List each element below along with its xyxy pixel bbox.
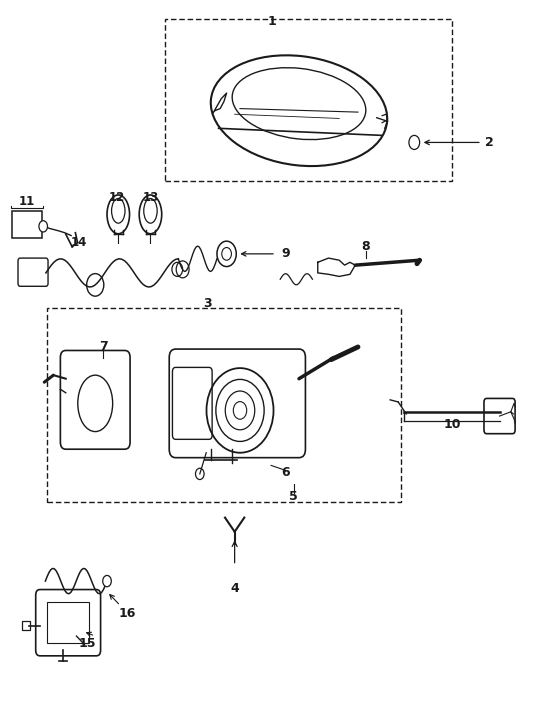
- Text: 12: 12: [108, 191, 125, 204]
- Text: 6: 6: [281, 466, 290, 479]
- Text: 1: 1: [268, 15, 277, 28]
- Text: 14: 14: [71, 236, 87, 249]
- Bar: [165, 19, 452, 181]
- Text: 4: 4: [230, 583, 239, 595]
- Text: 5: 5: [289, 490, 298, 503]
- Text: 3: 3: [204, 297, 212, 309]
- Circle shape: [103, 576, 112, 587]
- Text: 13: 13: [142, 191, 158, 204]
- Text: 2: 2: [485, 136, 494, 149]
- Text: 11: 11: [19, 195, 35, 208]
- Bar: [47, 308, 401, 502]
- Bar: [47, 603, 89, 643]
- Text: 9: 9: [281, 247, 290, 261]
- Bar: [22, 621, 30, 630]
- Text: 10: 10: [443, 418, 460, 431]
- Bar: [12, 211, 42, 238]
- Text: 8: 8: [362, 240, 370, 253]
- Circle shape: [39, 221, 47, 232]
- Text: 16: 16: [119, 607, 136, 620]
- Text: 15: 15: [79, 636, 96, 650]
- Text: 7: 7: [99, 340, 108, 353]
